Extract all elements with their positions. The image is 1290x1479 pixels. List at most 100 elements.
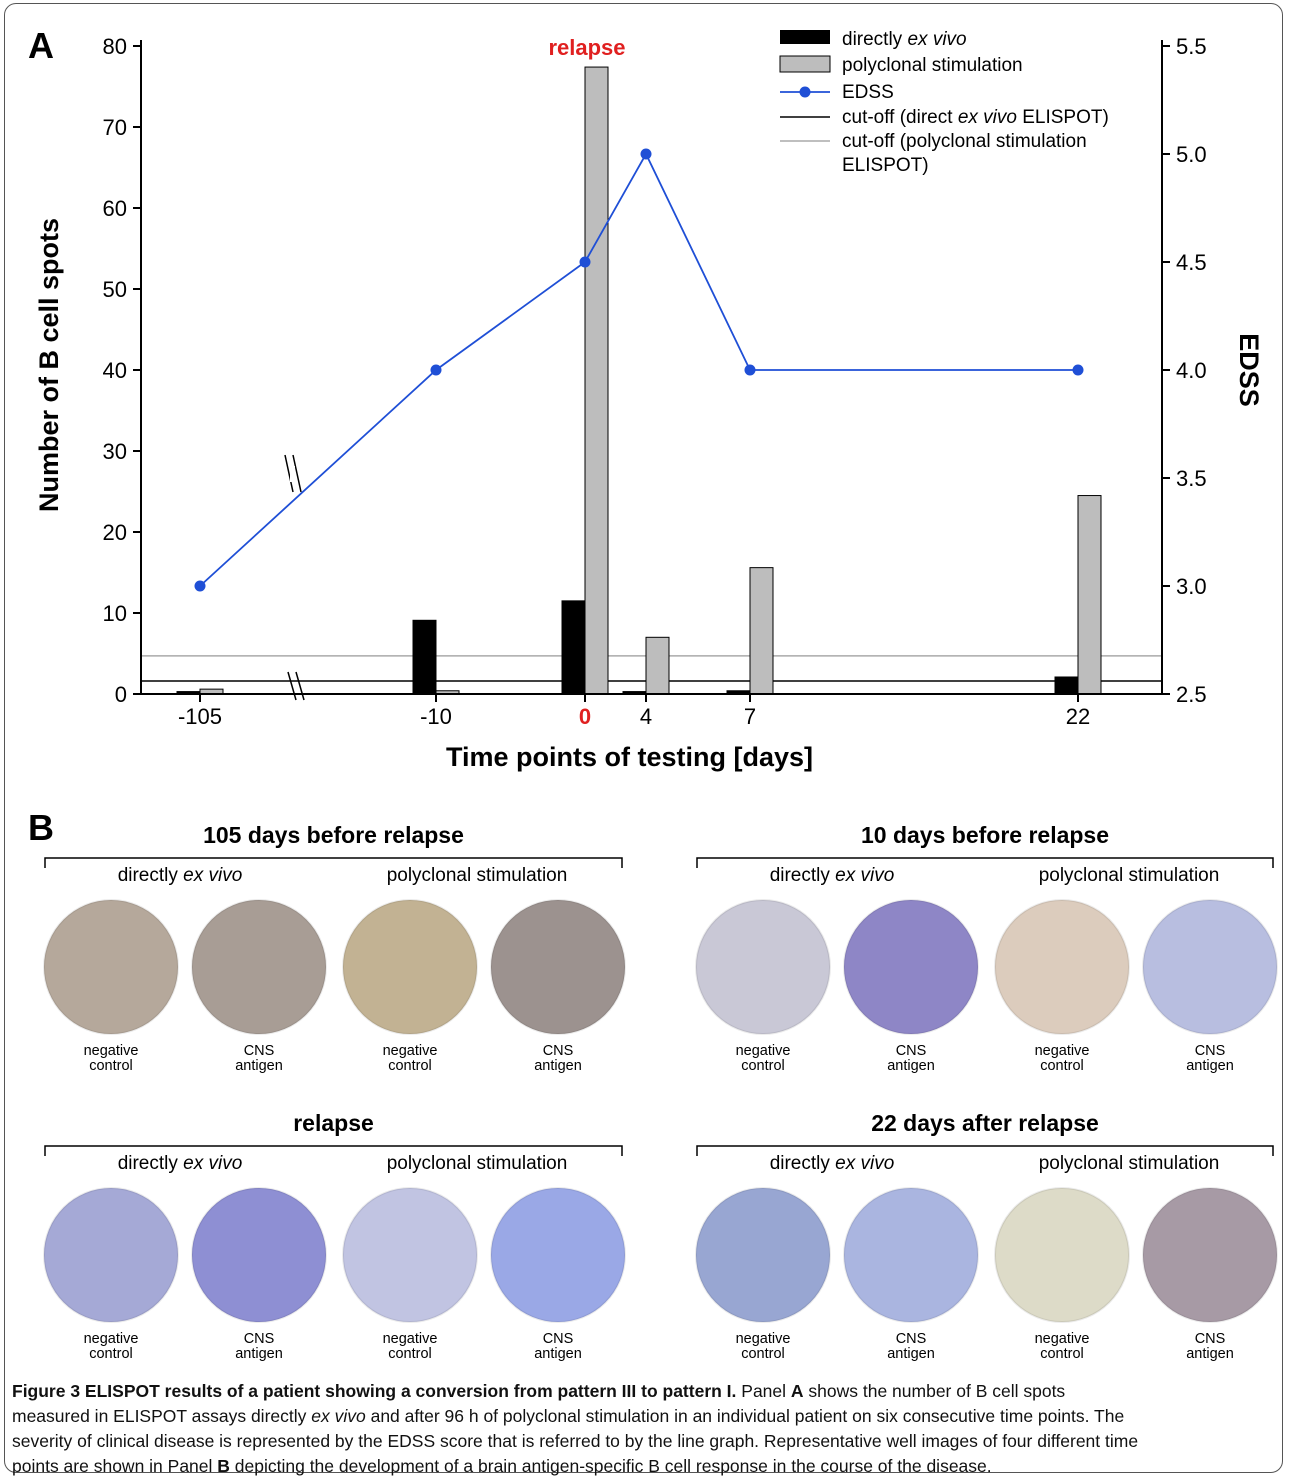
x-axis-title: Time points of testing [days] <box>446 742 813 772</box>
legend-label: cut-off (direct ex vivo ELISPOT) <box>842 107 1109 128</box>
figure-caption: Figure 3 ELISPOT results of a patient sh… <box>12 1379 1274 1479</box>
well-rim <box>342 899 478 1035</box>
edss-line <box>199 152 1078 587</box>
figure-frame <box>4 3 1283 1473</box>
well-rim <box>994 1187 1130 1323</box>
well-image <box>192 900 326 1034</box>
well-label: CNS <box>244 1331 275 1347</box>
legend-label-italic: ex vivo <box>958 107 1017 128</box>
edss-point <box>744 364 756 376</box>
well-rim <box>342 1187 478 1323</box>
y-axis-title: Number of B cell spots <box>34 218 64 512</box>
y2-tick-label: 3.0 <box>1176 574 1207 599</box>
line-break-gap <box>290 466 295 482</box>
well-label: negative <box>383 1331 438 1347</box>
y2-tick-label: 5.0 <box>1176 142 1207 167</box>
caption-text: depicting the development of a brain ant… <box>229 1456 992 1476</box>
well-label: control <box>89 1346 133 1362</box>
y2-axis-title: EDSS <box>1234 333 1264 407</box>
well-rim <box>490 1187 626 1323</box>
caption-text: Panel <box>736 1381 791 1401</box>
caption-text: points are shown in Panel <box>12 1456 218 1476</box>
axis-break-mark <box>287 671 297 701</box>
well-label: antigen <box>534 1346 582 1362</box>
caption-title: Figure 3 ELISPOT results of a patient sh… <box>12 1381 737 1401</box>
well-image <box>343 900 477 1034</box>
bar-polyclonal <box>645 636 670 695</box>
well-label: CNS <box>543 1331 574 1347</box>
group-label-ex-vivo: directly ex vivo <box>118 865 243 886</box>
y2-tick-label: 5.5 <box>1176 34 1207 59</box>
well-image <box>844 1188 978 1322</box>
legend-label: cut-off (polyclonal stimulation <box>842 131 1087 152</box>
well-label: negative <box>736 1331 791 1347</box>
well-label: CNS <box>896 1043 927 1059</box>
legend-label-part: EDSS <box>842 82 894 103</box>
well-label: antigen <box>1186 1058 1234 1074</box>
caption-line-1: Figure 3 ELISPOT results of a patient sh… <box>12 1379 1274 1404</box>
legend-label: directly ex vivo <box>842 29 967 50</box>
well-rim <box>490 899 626 1035</box>
well-label: negative <box>84 1043 139 1059</box>
y-tick-label: 40 <box>103 358 127 383</box>
well-label: CNS <box>543 1043 574 1059</box>
well-rim <box>191 1187 327 1323</box>
edss-point <box>640 148 652 160</box>
y-tick-label: 30 <box>103 439 127 464</box>
well-label: control <box>741 1058 785 1074</box>
y2-tick-label: 3.5 <box>1176 466 1207 491</box>
legend-swatch-polyclonal <box>779 55 831 73</box>
well-label: negative <box>736 1043 791 1059</box>
well-label: negative <box>1035 1043 1090 1059</box>
group-label-ex-vivo: directly ex vivo <box>118 1153 243 1174</box>
well-label: control <box>388 1058 432 1074</box>
well-image <box>44 900 178 1034</box>
well-label: control <box>741 1346 785 1362</box>
legend-label: polyclonal stimulation <box>842 55 1023 76</box>
legend-label-part: ELISPOT) <box>1017 107 1109 128</box>
well-rim <box>1142 899 1278 1035</box>
figure-canvas: A010203040506070802.53.03.54.04.55.05.5-… <box>28 25 1278 1362</box>
caption-text: and after 96 h of polyclonal stimulation… <box>365 1406 1125 1426</box>
line-break-mark <box>284 454 294 493</box>
group-label-polyclonal: polyclonal stimulation <box>1039 1153 1220 1174</box>
well-image <box>491 900 625 1034</box>
group-label-ex-vivo-part: directly <box>770 1153 835 1174</box>
group-bracket <box>696 1145 1274 1156</box>
group-label-ex-vivo-part: directly <box>770 865 835 886</box>
caption-text: measured in ELISPOT assays directly <box>12 1406 312 1426</box>
caption-panel-ref: B <box>217 1456 230 1476</box>
edss-point <box>579 256 591 268</box>
panel-b-title: 22 days after relapse <box>871 1110 1099 1136</box>
well-rim <box>695 899 831 1035</box>
y2-tick-label: 4.5 <box>1176 250 1207 275</box>
panel-b-title: relapse <box>293 1110 374 1136</box>
y-tick-label: 20 <box>103 520 127 545</box>
well-label: antigen <box>887 1346 935 1362</box>
well-image <box>995 1188 1129 1322</box>
panel-b-label: B <box>28 807 54 848</box>
x-tick-label: 22 <box>1066 704 1090 729</box>
panel-a-label: A <box>28 25 54 66</box>
x-tick-label: 7 <box>744 704 756 729</box>
well-image <box>696 900 830 1034</box>
well-image <box>696 1188 830 1322</box>
well-label: CNS <box>244 1043 275 1059</box>
edss-point <box>1072 364 1084 376</box>
y-tick-label: 10 <box>103 601 127 626</box>
legend-label-part: cut-off (polyclonal stimulation <box>842 131 1087 152</box>
bar-ex-vivo <box>412 619 437 695</box>
legend-label-italic: ex vivo <box>907 29 966 50</box>
well-rim <box>43 1187 179 1323</box>
group-label-polyclonal: polyclonal stimulation <box>1039 865 1220 886</box>
x-tick-label: -105 <box>178 704 222 729</box>
group-label-ex-vivo-italic: ex vivo <box>183 865 242 886</box>
x-tick-label: 0 <box>579 704 591 729</box>
well-label: CNS <box>1195 1331 1226 1347</box>
group-label-ex-vivo-italic: ex vivo <box>183 1153 242 1174</box>
caption-line-2: measured in ELISPOT assays directly ex v… <box>12 1404 1274 1429</box>
y-tick-label: 50 <box>103 277 127 302</box>
legend-swatch-ex-vivo <box>780 30 830 44</box>
group-label-ex-vivo-part: directly <box>118 865 183 886</box>
well-image <box>192 1188 326 1322</box>
